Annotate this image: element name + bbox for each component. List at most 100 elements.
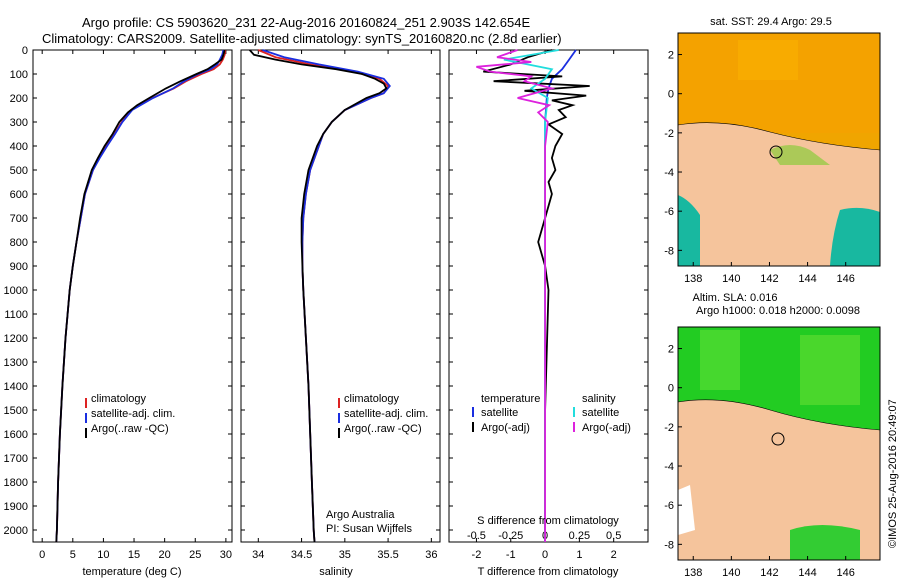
x-tick-label: 30: [220, 549, 232, 561]
t-diff-xlabel: T difference from climatology: [478, 566, 619, 578]
depth-tick-label: 900: [10, 261, 28, 273]
series-t-argo-adj-: [483, 49, 590, 542]
temperature-frame: [32, 49, 233, 543]
lon-tick-label: 140: [722, 567, 740, 579]
x-tick-label: 2: [611, 549, 617, 561]
depth-axis-ticks: 0 100 200 300 400 500 600 700 800 900 1000 1100 1200…: [4, 45, 232, 537]
sst-map: sat. SST: 29.4 Argo: 29.5 138 140 142 144 14…: [664, 16, 881, 285]
x-tick-label: 35: [339, 549, 351, 561]
depth-tick-label: 800: [10, 237, 28, 249]
temperature-xlabel: temperature (deg C): [82, 566, 181, 578]
salinity-frame: [240, 49, 441, 543]
lon-tick-label: 142: [760, 273, 778, 285]
depth-tick-label: 1500: [4, 405, 28, 417]
s-tick-label: 0.25: [569, 530, 590, 542]
salinity-xlabel: salinity: [319, 566, 353, 578]
x-tick-label: 34: [252, 549, 264, 561]
legend-title-temperature: temperature: [481, 393, 540, 405]
salinity-lines: [249, 49, 391, 543]
depth-tick-label: 500: [10, 165, 28, 177]
legend-s-satellite: satellite: [582, 407, 619, 419]
s-tick-label: -0.25: [498, 530, 523, 542]
imos-stamp: ©IMOS 25-Aug-2016 20:49:07: [887, 399, 899, 548]
lon-tick-label: 142: [760, 567, 778, 579]
depth-tick-label: 1900: [4, 501, 28, 513]
legend-argo: Argo(..raw -QC): [344, 423, 422, 435]
depth-tick-label: 1700: [4, 453, 28, 465]
argo-location-marker: [771, 432, 785, 446]
salinity-x-ticks: 34 34.5 35 35.5 36: [252, 50, 437, 561]
depth-tick-label: 1100: [4, 309, 28, 321]
sla-map: Altim. SLA: 0.016 Argo h1000: 0.018 h200…: [664, 292, 881, 579]
difference-legend: temperature salinity satellite Argo(-adj…: [472, 393, 631, 434]
lat-tick-label: 0: [668, 89, 674, 101]
series-s-argo-adj-: [476, 49, 556, 542]
depth-tick-label: 200: [10, 93, 28, 105]
lon-tick-label: 140: [722, 273, 740, 285]
series-argo-raw-qc-: [249, 49, 388, 543]
argo-location-marker: [769, 145, 783, 159]
x-tick-label: 34.5: [291, 549, 312, 561]
annotation-pi: PI: Susan Wijffels: [326, 523, 412, 535]
x-tick-label: 5: [70, 549, 76, 561]
x-tick-label: 20: [159, 549, 171, 561]
difference-panel: -2 -1 0 1 2 -0.5 -0.25 0 0.25 0.5 S difference f…: [448, 49, 649, 578]
x-tick-label: 10: [97, 549, 109, 561]
lon-tick-label: 144: [798, 567, 816, 579]
legend-s-argo: Argo(-adj): [582, 422, 631, 434]
sst-map-title: sat. SST: 29.4 Argo: 29.5: [710, 16, 832, 28]
legend-t-satellite: satellite: [481, 407, 518, 419]
x-tick-label: 1: [576, 549, 582, 561]
title-line-2: Climatology: CARS2009. Satellite-adjuste…: [42, 31, 562, 46]
title-line-1: Argo profile: CS 5903620_231 22-Aug-2016…: [82, 15, 530, 30]
depth-tick-label: 2000: [4, 525, 28, 537]
legend-argo: Argo(..raw -QC): [91, 423, 169, 435]
temperature-x-ticks: 0 5 10 15 20 25 30: [39, 50, 232, 561]
lat-tick-label: 0: [668, 383, 674, 395]
depth-tick-label: 600: [10, 189, 28, 201]
temperature-legend: climatology satellite-adj. clim. Argo(..…: [85, 393, 175, 438]
lat-tick-label: -8: [664, 539, 674, 551]
x-tick-label: 25: [189, 549, 201, 561]
lat-tick-label: 2: [668, 344, 674, 356]
depth-tick-label: 300: [10, 117, 28, 129]
depth-tick-label: 1800: [4, 477, 28, 489]
lat-tick-label: -4: [664, 167, 674, 179]
s-tick-label: 0.5: [606, 530, 621, 542]
sla-map-title-1: Altim. SLA: 0.016: [693, 292, 778, 304]
sst-land: [677, 122, 881, 267]
lon-tick-label: 138: [684, 567, 702, 579]
salinity-diff-ticks: -0.5 -0.25 0 0.25 0.5: [467, 530, 621, 542]
depth-tick-label: 0: [22, 45, 28, 57]
depth-tick-label: 100: [10, 69, 28, 81]
lat-tick-label: -4: [664, 461, 674, 473]
lat-tick-label: 2: [668, 50, 674, 62]
s-diff-xlabel: S difference from climatology: [477, 515, 619, 527]
series-argo-raw-qc-: [55, 49, 226, 543]
depth-tick-label: 1200: [4, 333, 28, 345]
legend-satellite: satellite-adj. clim.: [344, 408, 428, 420]
sla-map-title-2: Argo h1000: 0.018 h2000: 0.0098: [696, 305, 860, 317]
depth-tick-label: 1600: [4, 429, 28, 441]
lon-tick-label: 138: [684, 273, 702, 285]
temperature-lines: [55, 49, 227, 543]
x-tick-label: 15: [128, 549, 140, 561]
lon-tick-label: 146: [837, 273, 855, 285]
temperature-panel: 0100200300400500600700800900100011001200…: [4, 45, 233, 578]
lat-tick-label: -2: [664, 422, 674, 434]
salinity-panel: 34 34.5 35 35.5 36 salinity climatology sate…: [240, 49, 441, 578]
x-tick-label: -2: [472, 549, 482, 561]
x-tick-label: 35.5: [377, 549, 398, 561]
s-tick-label: -0.5: [467, 530, 486, 542]
legend-t-argo: Argo(-adj): [481, 422, 530, 434]
lon-tick-label: 146: [837, 567, 855, 579]
legend-title-salinity: salinity: [582, 393, 616, 405]
lat-tick-label: -6: [664, 500, 674, 512]
x-tick-label: 36: [425, 549, 437, 561]
sla-land: [677, 399, 881, 561]
legend-climatology: climatology: [344, 393, 400, 405]
sst-map-frame: [677, 32, 881, 267]
lon-tick-label: 144: [798, 273, 816, 285]
x-tick-label: -1: [506, 549, 516, 561]
